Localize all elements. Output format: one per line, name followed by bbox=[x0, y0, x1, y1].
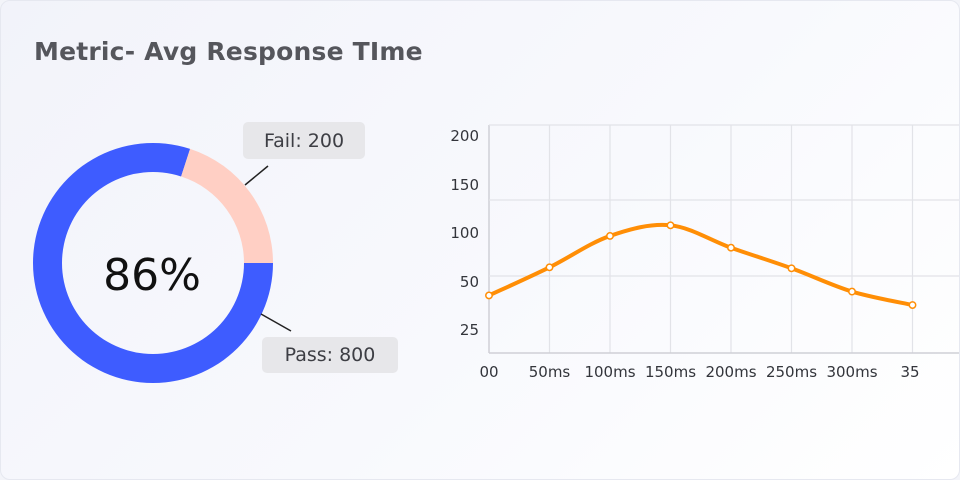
pass-callout-label: Pass: 800 bbox=[285, 344, 376, 366]
x-tick-label: 200ms bbox=[705, 363, 756, 381]
y-tick-label: 100 bbox=[450, 224, 479, 242]
x-tick-label: 100ms bbox=[584, 363, 635, 381]
series-point[interactable] bbox=[666, 221, 675, 230]
series-point[interactable] bbox=[908, 301, 917, 309]
x-tick-label: 150ms bbox=[645, 363, 696, 381]
series-point[interactable] bbox=[545, 263, 554, 272]
y-tick-label: 25 bbox=[460, 321, 479, 339]
line-chart: 200 150 100 50 25 00 50ms 100ms 150ms 200ms 250ms… bbox=[450, 124, 959, 381]
chart-grid bbox=[488, 124, 959, 354]
card-title: Metric- Avg Response TIme bbox=[34, 37, 423, 66]
series-point[interactable] bbox=[787, 264, 796, 273]
series-point[interactable] bbox=[606, 231, 614, 240]
x-tick-label: 250ms bbox=[766, 363, 817, 381]
donut-center-value: 86% bbox=[103, 250, 201, 301]
donut-chart: 86% Fail: 200 Pass: 800 bbox=[33, 122, 398, 383]
series-points bbox=[485, 221, 917, 309]
y-tick-label: 50 bbox=[460, 273, 479, 291]
x-tick-label: 00 bbox=[479, 363, 498, 381]
x-tick-label: 300ms bbox=[826, 363, 877, 381]
pass-callout-box bbox=[262, 337, 398, 373]
fail-callout-box bbox=[243, 122, 365, 159]
pass-callout-line bbox=[260, 313, 292, 332]
y-tick-label: 150 bbox=[450, 176, 479, 194]
x-axis-ticks: 00 50ms 100ms 150ms 200ms 250ms 300ms 35 bbox=[479, 363, 919, 381]
donut-slice-fail[interactable] bbox=[181, 148, 273, 263]
series-point[interactable] bbox=[485, 291, 493, 300]
y-tick-label: 200 bbox=[450, 127, 479, 145]
y-axis-ticks: 200 150 100 50 25 bbox=[450, 127, 479, 339]
x-tick-label: 35 bbox=[901, 363, 920, 381]
x-tick-label: 50ms bbox=[529, 363, 571, 381]
fail-callout-label: Fail: 200 bbox=[264, 130, 344, 152]
fail-callout-line bbox=[244, 165, 269, 186]
series-point[interactable] bbox=[848, 287, 856, 296]
series-point[interactable] bbox=[727, 243, 735, 252]
